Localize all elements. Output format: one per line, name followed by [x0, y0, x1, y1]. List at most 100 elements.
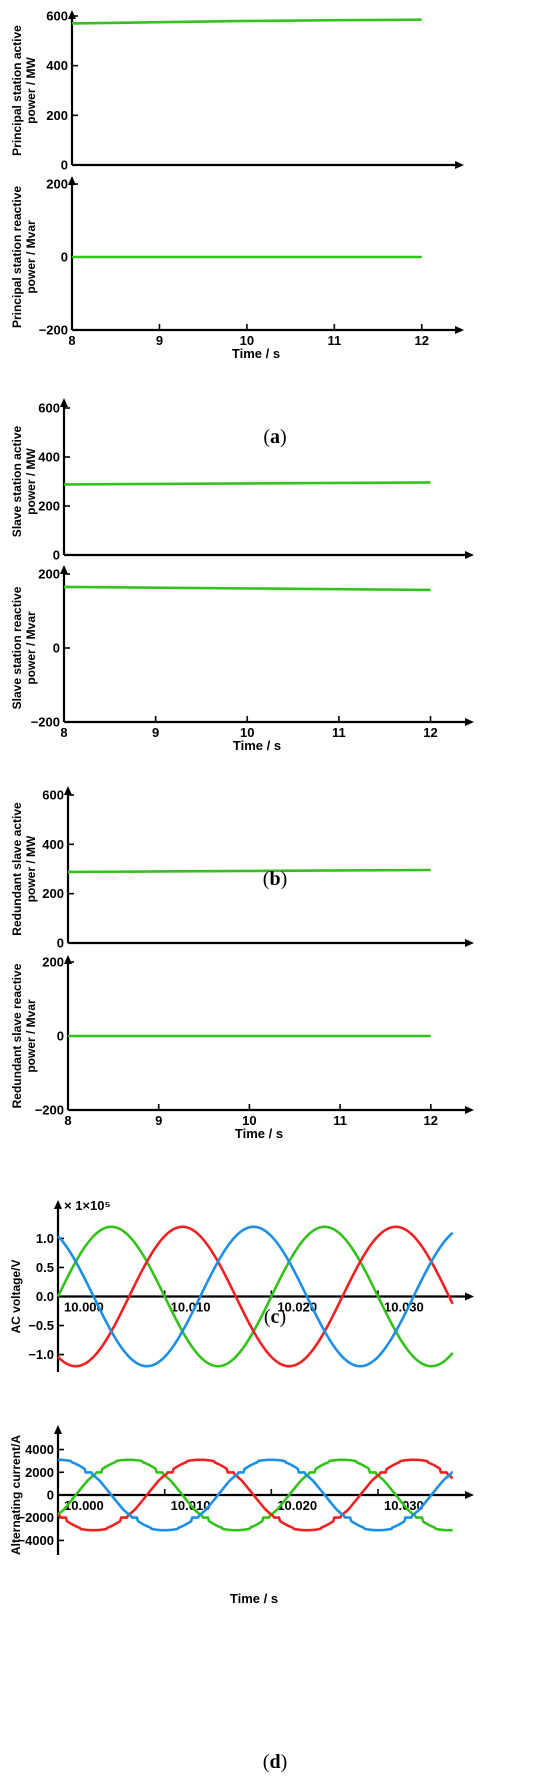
- x-tick-label: 11: [327, 333, 341, 348]
- y-tick-label: 200: [38, 499, 60, 514]
- y-tick-label: −0.5: [28, 1318, 54, 1333]
- series-line-green: [67, 868, 431, 874]
- x-tick-label: 9: [155, 1113, 162, 1128]
- series-line-green: [56, 1225, 454, 1368]
- y-tick-label: 200: [46, 177, 68, 192]
- series-line-red: [57, 1458, 454, 1532]
- chart-b2: −200 0 200 Slave station reactive power / Mv…: [10, 565, 474, 753]
- x-tick-label: 8: [68, 333, 75, 348]
- x-axis-arrow: [465, 1491, 474, 1499]
- series-line-green: [71, 18, 422, 25]
- x-axis-arrow: [455, 326, 464, 334]
- x-tick-label: 11: [333, 1113, 347, 1128]
- x-axis-arrow: [465, 1292, 474, 1301]
- x-tick-label: 10.000: [64, 1300, 104, 1315]
- y-tick-label: 0: [61, 158, 68, 173]
- caption-a: (a): [263, 426, 286, 448]
- x-tick-label: 12: [423, 725, 437, 740]
- y-axis-label: power / MW: [24, 57, 38, 124]
- y-tick-label: 0: [53, 548, 60, 563]
- y-axis-label: Redundant slave active: [10, 802, 24, 936]
- y-tick-label: 200: [42, 955, 64, 970]
- y-tick-label: 400: [42, 837, 64, 852]
- y-axis-label: power / Mvar: [24, 220, 38, 294]
- y-tick-label: −200: [35, 1103, 64, 1118]
- y-tick-label: −1.0: [28, 1347, 54, 1362]
- series-line-green: [63, 585, 431, 592]
- y-tick-label: 0: [57, 936, 64, 951]
- x-tick-label: 10.010: [171, 1300, 211, 1315]
- x-tick-label: 10: [242, 1113, 256, 1128]
- x-tick-label: 8: [64, 1113, 71, 1128]
- y-tick-label: 600: [46, 9, 68, 24]
- y-tick-label: 600: [42, 788, 64, 803]
- x-tick-label: 11: [332, 725, 346, 740]
- chart-d1: −1.0 −0.5 0.0 0.5 1.0 AC voltage/V 10.000 10.01…: [9, 1198, 474, 1372]
- y-tick-label: 0: [53, 641, 60, 656]
- x-tick-label: 10.020: [277, 1300, 317, 1315]
- chart-b1: 0 200 400 600 Slave station active power / MW: [10, 398, 474, 563]
- caption-b: (b): [263, 868, 287, 890]
- x-axis-label: Time / s: [230, 1591, 278, 1606]
- y-tick-label: 0.5: [36, 1260, 54, 1275]
- x-axis-arrow: [465, 1106, 474, 1114]
- x-axis-arrow: [465, 718, 474, 726]
- y-tick-label: 4000: [25, 1442, 54, 1457]
- y-axis-label: power / MW: [24, 835, 38, 902]
- x-axis-arrow: [465, 551, 474, 559]
- y-axis-arrow: [54, 1425, 62, 1434]
- y-tick-label: 1.0: [36, 1231, 54, 1246]
- caption-c: (c): [264, 1306, 286, 1328]
- y-tick-label: 0: [57, 1029, 64, 1044]
- y-axis-label: Principal station reactive: [10, 186, 24, 328]
- x-tick-label: 10.030: [384, 1300, 424, 1315]
- x-axis-label: Time / s: [232, 346, 280, 361]
- x-tick-label: 12: [415, 333, 429, 348]
- y-tick-label: 200: [46, 108, 68, 123]
- series-line-blue: [57, 1458, 453, 1532]
- chart-a1: 0 200 400 600 Principal station active power …: [10, 9, 464, 173]
- y-axis-label: power / Mvar: [24, 611, 38, 685]
- chart-a2: −200 0 200 Principal station reactive power …: [10, 176, 464, 361]
- y-axis-label: power / MW: [24, 448, 38, 515]
- chart-c2: −200 0 200 Redundant slave reactive power / …: [10, 955, 474, 1141]
- y-axis-arrow: [68, 176, 76, 185]
- x-tick-label: 10: [240, 725, 254, 740]
- y-tick-label: −200: [31, 715, 60, 730]
- y-axis-arrow: [68, 10, 76, 19]
- x-tick-label: 10: [240, 333, 254, 348]
- y-axis-label: Slave station reactive: [10, 586, 24, 709]
- series-line-red: [57, 1225, 454, 1368]
- y-tick-label: 600: [38, 401, 60, 416]
- x-axis-label: Time / s: [233, 738, 281, 753]
- x-tick-label: 10.020: [277, 1498, 317, 1513]
- series-line-green: [57, 1458, 453, 1532]
- x-tick-label: 8: [60, 725, 67, 740]
- series-line-green: [63, 481, 431, 486]
- chart-c1: 0 200 400 600 Redundant slave active power / …: [10, 786, 474, 951]
- caption-d: (d): [263, 1751, 287, 1773]
- y-axis-arrow: [54, 1200, 62, 1209]
- x-axis-label: Time / s: [235, 1126, 283, 1141]
- y-multiplier-label: × 1×10⁵: [64, 1198, 111, 1213]
- x-tick-label: 9: [156, 333, 163, 348]
- y-axis-label: AC voltage/V: [9, 1259, 23, 1333]
- y-axis-arrow: [64, 786, 72, 795]
- x-tick-label: 10.000: [64, 1498, 104, 1513]
- y-axis-label: Slave station active: [10, 425, 24, 537]
- y-tick-label: −2000: [17, 1510, 54, 1525]
- y-axis-label: Principal station active: [10, 25, 24, 156]
- y-axis-label: Redundant slave reactive: [10, 963, 24, 1108]
- y-tick-label: 400: [38, 450, 60, 465]
- y-axis-arrow: [60, 565, 68, 574]
- x-axis-arrow: [465, 939, 474, 947]
- series-line-blue: [57, 1225, 454, 1368]
- y-tick-label: −200: [39, 323, 68, 338]
- y-axis-label: power / Mvar: [24, 999, 38, 1073]
- y-axis-arrow: [60, 398, 68, 407]
- y-tick-label: 400: [46, 58, 68, 73]
- y-tick-label: 0.0: [36, 1289, 54, 1304]
- x-tick-label: 12: [424, 1113, 438, 1128]
